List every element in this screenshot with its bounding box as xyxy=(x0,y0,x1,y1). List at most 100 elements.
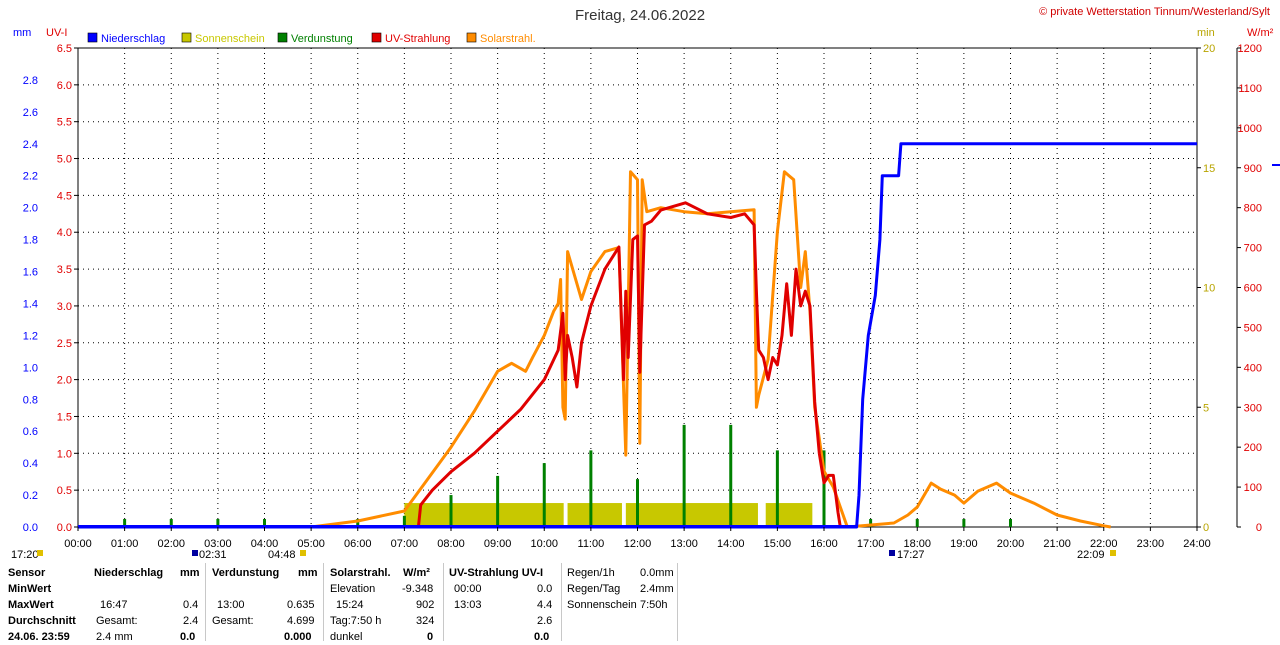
uv-max-time: 13:03 xyxy=(454,599,482,611)
tick-label-wm2: 1200 xyxy=(1238,43,1262,55)
time-marker-label: 04:48 xyxy=(268,549,296,561)
tick-label-uv: 3.0 xyxy=(57,301,72,313)
tick-label-x: 02:00 xyxy=(157,538,185,550)
legend: Niederschlag Sonnenschein Verdunstung UV-St… xyxy=(87,32,536,45)
axes: mm UV-I min W/m² 0.0 0.2 0.4 0.6 0.8 1.0 1.2 1.4 1.6… xyxy=(11,27,1274,561)
tick-label-x: 09:00 xyxy=(484,538,512,550)
time-marker-icon xyxy=(192,550,198,556)
tick-label-wm2: 0 xyxy=(1256,522,1262,534)
tick-label-min: 15 xyxy=(1203,163,1215,175)
uv-avg-val: 2.6 xyxy=(537,615,553,627)
regen-tag-label: Regen/Tag xyxy=(567,583,621,595)
time-marker-label: 17:20 xyxy=(11,549,39,561)
niederschlag-last-val: 0.0 xyxy=(180,631,196,643)
tick-label-x: 11:00 xyxy=(578,538,605,550)
legend-label: Sonnenschein xyxy=(195,33,265,45)
tick-label-wm2: 200 xyxy=(1244,442,1262,454)
axis-label-uv: UV-I xyxy=(46,27,67,39)
solar-avg-val: 324 xyxy=(416,615,435,627)
time-marker-icon xyxy=(37,550,43,556)
row-max-label: MaxWert xyxy=(8,599,54,611)
chart-marks xyxy=(78,142,1280,529)
tick-label-x: 00:00 xyxy=(64,538,92,550)
uv-header: UV-Strahlung UV-I xyxy=(449,567,544,579)
tick-label-mm: 1.4 xyxy=(23,298,38,310)
legend-label: Niederschlag xyxy=(101,33,165,45)
tick-label-uv: 0.5 xyxy=(57,485,72,497)
tick-label-x: 19:00 xyxy=(950,538,978,550)
solar-line xyxy=(310,170,1111,529)
tick-label-x: 23:00 xyxy=(1137,538,1165,550)
legend-swatch xyxy=(181,32,192,43)
tick-label-uv: 1.5 xyxy=(57,411,72,423)
tick-label-x: 16:00 xyxy=(810,538,838,550)
weather-chart: Freitag, 24.06.2022 © private Wetterstat… xyxy=(11,6,1280,561)
solar-header: Solarstrahl. xyxy=(330,567,391,579)
uv-line xyxy=(416,201,842,528)
verdunstung-max-val: 0.635 xyxy=(287,599,315,611)
tick-label-uv: 2.0 xyxy=(57,375,72,387)
tick-label-mm: 2.2 xyxy=(23,171,38,183)
tick-label-uv: 6.5 xyxy=(57,43,72,55)
legend-swatch xyxy=(87,32,98,43)
row-avg-label: Durchschnitt xyxy=(8,615,76,627)
stats-table: Sensor MinWert MaxWert Durchschnitt 24.0… xyxy=(0,565,690,643)
legend-label: Verdunstung xyxy=(291,33,353,45)
tick-label-mm: 0.8 xyxy=(23,394,38,406)
tick-label-x: 22:00 xyxy=(1090,538,1118,550)
solar-min-label: Elevation xyxy=(330,583,376,595)
tick-label-x: 18:00 xyxy=(903,538,931,550)
chart-title: Freitag, 24.06.2022 xyxy=(575,7,705,24)
tick-label-mm: 2.6 xyxy=(23,107,38,119)
tick-label-x: 21:00 xyxy=(1043,538,1071,550)
niederschlag-header: Niederschlag xyxy=(94,567,164,579)
tick-label-wm2: 600 xyxy=(1244,283,1262,295)
tick-label-uv: 5.0 xyxy=(57,154,72,166)
time-marker-icon xyxy=(300,550,306,556)
niederschlag-avg-label: Gesamt: xyxy=(96,615,138,627)
legend-swatch xyxy=(371,32,382,43)
tick-label-wm2: 1100 xyxy=(1238,83,1262,95)
tick-label-x: 04:00 xyxy=(251,538,279,550)
tick-label-wm2: 500 xyxy=(1244,322,1262,334)
regen-tag-val: 2.4mm xyxy=(640,583,674,595)
tick-label-mm: 1.2 xyxy=(23,330,38,342)
niederschlag-avg-val: 2.4 xyxy=(183,615,199,627)
tick-label-x: 12:00 xyxy=(624,538,652,550)
tick-label-uv: 2.5 xyxy=(57,338,72,350)
verdunstung-avg-val: 4.699 xyxy=(287,615,315,627)
tick-label-wm2: 1000 xyxy=(1238,123,1262,135)
tick-label-x: 08:00 xyxy=(437,538,465,550)
tick-label-uv: 5.5 xyxy=(57,117,72,129)
tick-label-wm2: 100 xyxy=(1244,482,1262,494)
solar-last-val: 0 xyxy=(427,631,434,643)
sonnenschein-label: Sonnenschein xyxy=(567,599,637,611)
axis-label-mm: mm xyxy=(13,27,31,39)
tick-label-wm2: 300 xyxy=(1244,402,1262,414)
tick-label-x: 05:00 xyxy=(297,538,325,550)
tick-label-x: 13:00 xyxy=(670,538,698,550)
uv-max-val: 4.4 xyxy=(537,599,553,611)
tick-label-mm: 2.8 xyxy=(23,75,38,87)
tick-label-mm: 2.4 xyxy=(23,139,38,151)
solar-unit: W/m² xyxy=(403,567,430,579)
tick-label-uv: 0.0 xyxy=(57,522,72,534)
verdunstung-unit: mm xyxy=(298,567,318,579)
tick-label-mm: 2.0 xyxy=(23,203,38,215)
uv-min-time: 00:00 xyxy=(454,583,482,595)
tick-label-uv: 1.0 xyxy=(57,448,72,460)
regen-1h-val: 0.0mm xyxy=(640,567,674,579)
solar-max-val: 902 xyxy=(416,599,435,611)
verdunstung-last-val: 0.000 xyxy=(284,631,312,643)
time-marker-icon xyxy=(1110,550,1116,556)
row-last-label: 24.06. 23:59 xyxy=(8,631,70,643)
tick-label-wm2: 900 xyxy=(1244,163,1262,175)
tick-label-uv: 4.5 xyxy=(57,190,72,202)
time-marker-label: 17:27 xyxy=(897,549,925,561)
verdunstung-avg-label: Gesamt: xyxy=(212,615,254,627)
tick-label-wm2: 400 xyxy=(1244,362,1262,374)
axis-label-wm2: W/m² xyxy=(1247,27,1274,39)
niederschlag-line xyxy=(78,142,1197,529)
verdunstung-max-time: 13:00 xyxy=(217,599,245,611)
sunshine-bar xyxy=(567,503,622,527)
